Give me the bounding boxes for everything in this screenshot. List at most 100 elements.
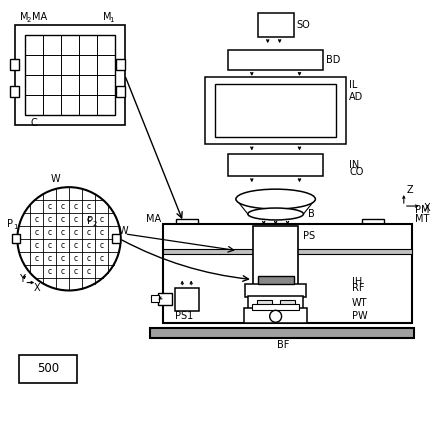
Bar [228, 50, 323, 70]
Text: BD: BD [326, 55, 341, 65]
Text: B: B [308, 209, 315, 219]
Bar [215, 84, 336, 137]
Text: c: c [35, 228, 39, 237]
Text: c: c [99, 228, 103, 237]
Bar [257, 301, 272, 313]
Bar [253, 226, 299, 285]
Bar [159, 293, 172, 305]
Text: W: W [119, 226, 128, 236]
Text: c: c [61, 254, 65, 263]
Text: 500: 500 [37, 363, 59, 376]
Bar [116, 59, 124, 70]
Text: M: M [20, 12, 29, 22]
Text: RF: RF [352, 284, 365, 293]
Bar [175, 287, 199, 311]
Text: c: c [47, 215, 52, 224]
Bar [112, 234, 120, 243]
Text: c: c [47, 241, 52, 250]
Bar [228, 154, 323, 176]
Ellipse shape [236, 189, 315, 209]
Text: SO: SO [296, 20, 310, 30]
Ellipse shape [248, 208, 303, 220]
Text: M: M [103, 12, 111, 22]
Bar [248, 296, 303, 310]
Bar [151, 328, 414, 338]
Text: c: c [86, 241, 90, 250]
Bar [116, 86, 124, 97]
Text: AD: AD [349, 92, 363, 102]
Text: X: X [424, 203, 430, 213]
Text: c: c [99, 215, 103, 224]
Text: c: c [74, 241, 78, 250]
Bar [362, 219, 384, 231]
Text: P: P [8, 219, 13, 229]
Text: c: c [74, 215, 78, 224]
Bar [163, 224, 412, 323]
Bar [10, 86, 19, 97]
Text: PW: PW [352, 311, 368, 321]
Bar [258, 13, 294, 37]
Text: c: c [99, 254, 103, 263]
Text: Z: Z [407, 185, 413, 195]
Text: c: c [86, 202, 90, 211]
Text: c: c [61, 228, 65, 237]
Text: X: X [33, 284, 40, 293]
Text: 1: 1 [109, 17, 113, 23]
Bar [152, 296, 159, 302]
Bar [245, 284, 307, 298]
Text: W: W [51, 174, 61, 184]
Text: PS: PS [303, 231, 315, 241]
Bar [244, 308, 307, 323]
Bar [264, 223, 288, 228]
Text: c: c [61, 215, 65, 224]
Text: IH: IH [352, 276, 362, 287]
Text: 2: 2 [93, 221, 97, 227]
Text: c: c [61, 202, 65, 211]
Text: c: c [86, 215, 90, 224]
Bar [25, 35, 115, 114]
Bar [176, 219, 198, 231]
Circle shape [270, 310, 282, 322]
Text: P: P [87, 216, 93, 226]
Text: c: c [35, 215, 39, 224]
Text: BF: BF [276, 340, 289, 350]
Text: c: c [47, 202, 52, 211]
Text: MT: MT [415, 214, 429, 224]
Bar [19, 355, 77, 383]
Bar [163, 249, 412, 254]
Text: CO: CO [349, 167, 364, 177]
Bar [252, 304, 299, 310]
Text: WT: WT [352, 298, 368, 308]
Text: C: C [30, 117, 37, 128]
Bar [258, 276, 294, 284]
Text: c: c [47, 267, 52, 276]
Bar [205, 77, 346, 145]
Bar [12, 234, 20, 243]
Text: MA: MA [145, 214, 161, 224]
Text: c: c [74, 254, 78, 263]
Text: IN: IN [349, 160, 359, 170]
Text: IL: IL [349, 80, 358, 90]
Text: c: c [35, 254, 39, 263]
Bar [16, 25, 124, 125]
Text: c: c [86, 228, 90, 237]
Text: MA: MA [32, 12, 47, 22]
Circle shape [17, 187, 120, 290]
Text: PS1: PS1 [175, 311, 194, 321]
Text: 1: 1 [13, 224, 18, 230]
Text: c: c [74, 228, 78, 237]
Bar [163, 224, 412, 231]
Text: c: c [99, 241, 103, 250]
Bar [10, 59, 19, 70]
Text: c: c [35, 241, 39, 250]
Text: c: c [86, 254, 90, 263]
Text: c: c [47, 228, 52, 237]
Bar [280, 301, 295, 313]
Text: c: c [74, 267, 78, 276]
Text: c: c [47, 254, 52, 263]
Text: c: c [74, 202, 78, 211]
Text: c: c [61, 267, 65, 276]
Text: Y: Y [19, 273, 25, 284]
Text: c: c [86, 267, 90, 276]
Text: 2: 2 [26, 17, 31, 23]
